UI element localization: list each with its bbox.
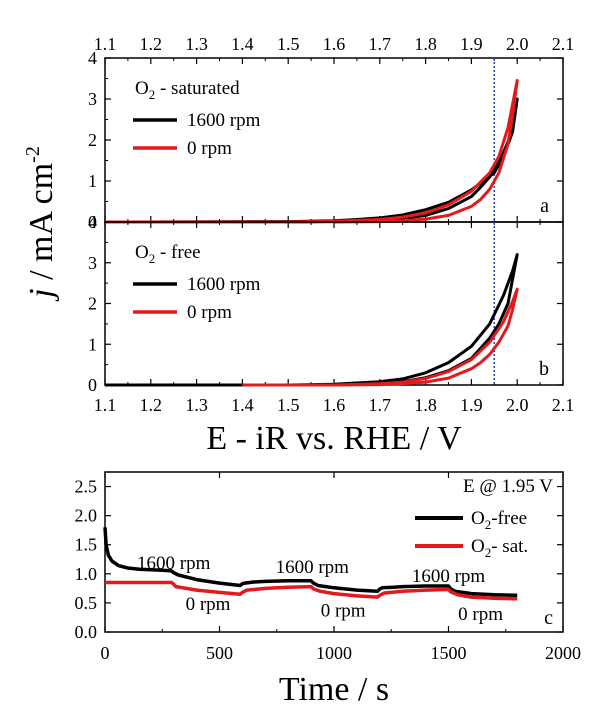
panel-annotation: E @ 1.95 V [463,476,553,497]
x-tick-label: 1.4 [231,395,254,415]
y-tick-label: 2.0 [75,506,98,526]
x-tick-label: 1.2 [140,395,163,415]
x-tick-label: 1.7 [369,395,392,415]
x-tick-label: 1000 [316,643,352,663]
y-tick-label: 4 [88,48,97,68]
y-tick-label: 0 [88,212,97,232]
x-tick-label-top: 1.3 [185,34,208,54]
rpm-label: 1600 rpm [137,553,211,574]
x-axis-title-shared: E - iR vs. RHE / V [206,420,462,457]
legend-label-1: 0 rpm [187,138,232,159]
panel-c: 0 500 1000 1500 2000 0.0 0.5 1.0 1.5 2.0 2.5 1600 r… [75,471,581,708]
series-line-1 [105,79,519,224]
x-tick-label: 2.1 [552,395,575,415]
panel-letter: c [544,607,553,629]
legend-label-0: O2-free [471,508,527,532]
x-tick-label: 0 [101,643,110,663]
x-tick-label: 1500 [431,643,467,663]
y-tick-label: 4 [88,212,97,232]
y-tick-label: 1.5 [75,535,98,555]
series-line-1 [242,287,519,387]
series-line-0 [105,253,519,387]
y-tick-label: 3 [88,253,97,273]
y-tick-label: 2 [88,294,97,314]
panel-annotation: O2 - free [135,242,201,266]
x-tick-label-top: 1.7 [369,34,392,54]
x-tick-label: 1.3 [185,395,208,415]
x-tick-label-top: 1.1 [94,34,117,54]
y-tick-label: 0.5 [75,593,98,613]
y-tick-label: 2 [88,130,97,150]
panel-annotation: O2 - saturated [135,78,240,102]
x-tick-label: 1.9 [460,395,483,415]
y-tick-label: 1 [88,171,97,191]
shared-axis-labels: E - iR vs. RHE / V j / mA cm-2 [22,146,462,457]
legend-label-0: 1600 rpm [187,110,261,131]
y-tick-label: 3 [88,89,97,109]
x-tick-label: 2000 [545,643,581,663]
rpm-label: 0 rpm [458,604,503,625]
rpm-label: 1600 rpm [412,566,486,587]
x-tick-label-top: 1.6 [323,34,346,54]
series-line-0 [103,527,518,598]
x-tick-label-top: 1.9 [460,34,483,54]
x-axis-title: Time / s [279,671,389,708]
y-tick-label: 1.0 [75,564,98,584]
y-tick-label: 2.5 [75,477,98,497]
y-tick-label: 1 [88,334,97,354]
x-tick-label-top: 1.5 [277,34,300,54]
series-line-0 [104,97,519,224]
x-tick-label: 1.8 [414,395,437,415]
x-tick-label: 1.5 [277,395,300,415]
x-tick-label-top: 2.0 [506,34,529,54]
y-tick-label: 0.0 [75,622,98,642]
x-tick-label-top: 1.8 [414,34,437,54]
rpm-label: 0 rpm [321,600,366,621]
y-tick-label: 0 [88,375,97,395]
panel-letter: b [539,358,549,380]
x-tick-label-top: 2.1 [552,34,575,54]
panel-letter: a [540,195,549,217]
x-tick-label: 500 [206,643,233,663]
x-tick-label-top: 1.4 [231,34,254,54]
x-tick-label-top: 1.2 [140,34,163,54]
rpm-label: 1600 rpm [276,557,350,578]
x-tick-label: 1.1 [94,395,117,415]
legend-label-1: 0 rpm [187,302,232,323]
legend-label-0: 1600 rpm [187,274,261,295]
x-tick-label: 2.0 [506,395,529,415]
x-tick-label: 1.6 [323,395,346,415]
legend-label-1: O2- sat. [471,536,528,560]
rpm-label: 0 rpm [186,594,231,615]
panel-b: 0 1 2 3 4 1.1 1.2 1.3 1.4 1.5 1.6 1.7 1.8 1.9 2.0 2.1 O2… [88,212,574,415]
series-line-1 [105,580,518,601]
y-axis-title-shared: j / mA cm-2 [22,146,60,302]
